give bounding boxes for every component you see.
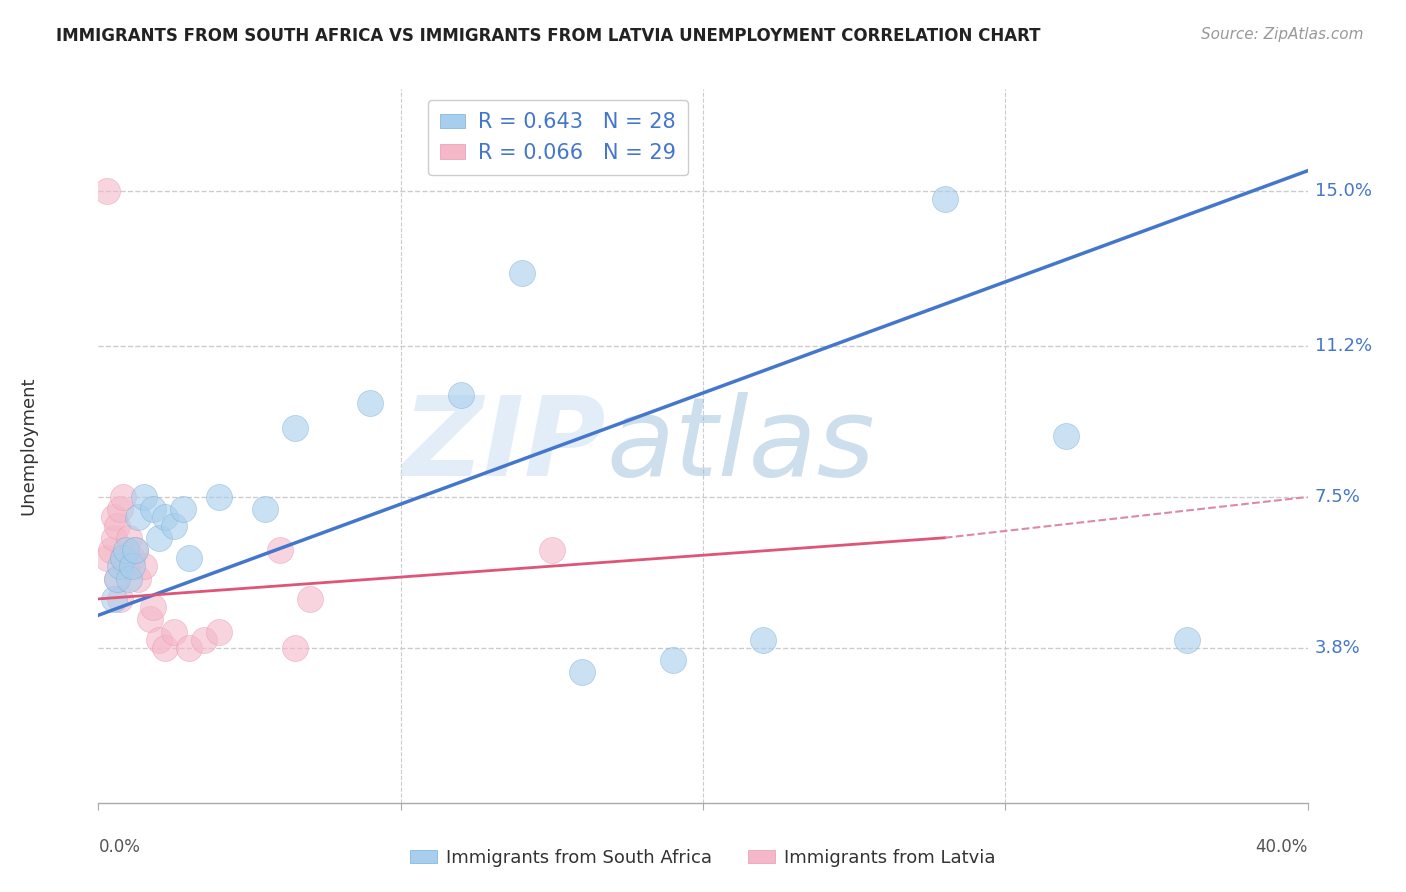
Point [121,551,143,566]
Point [172,502,194,516]
Text: atlas: atlas [606,392,875,500]
Point [1175,632,1198,647]
Point [132,490,155,504]
Point [1054,429,1077,443]
Point [105,518,128,533]
Point [108,502,131,516]
Legend: Immigrants from South Africa, Immigrants from Latvia: Immigrants from South Africa, Immigrants… [404,842,1002,874]
Point [360,396,382,410]
Point [510,266,533,280]
Point [105,572,128,586]
Point [661,653,683,667]
Point [540,543,562,558]
Point [163,624,186,639]
Point [105,572,128,586]
Point [124,543,146,558]
Point [111,490,134,504]
Point [177,640,201,655]
Point [148,632,170,647]
Point [163,518,186,533]
Point [100,543,122,558]
Point [177,551,201,566]
Text: IMMIGRANTS FROM SOUTH AFRICA VS IMMIGRANTS FROM LATVIA UNEMPLOYMENT CORRELATION : IMMIGRANTS FROM SOUTH AFRICA VS IMMIGRAN… [56,27,1040,45]
Point [269,543,291,558]
Point [111,551,134,566]
Point [132,559,155,574]
Text: ZIP: ZIP [402,392,606,500]
Point [571,665,593,680]
Point [118,531,141,545]
Text: 7.5%: 7.5% [1315,488,1361,506]
Point [121,559,143,574]
Point [934,192,956,206]
Point [96,184,118,198]
Point [142,502,165,516]
Point [139,612,162,626]
Point [103,531,125,545]
Point [114,543,136,558]
Point [108,591,131,606]
Point [103,591,125,606]
Text: 3.8%: 3.8% [1315,639,1361,657]
Point [208,624,231,639]
Point [284,640,307,655]
Point [153,510,176,524]
Point [124,543,146,558]
Text: 0.0%: 0.0% [98,838,141,856]
Point [103,510,125,524]
Text: 15.0%: 15.0% [1315,182,1372,200]
Point [193,632,215,647]
Point [108,559,131,574]
Point [253,502,276,516]
Legend: R = 0.643   N = 28, R = 0.066   N = 29: R = 0.643 N = 28, R = 0.066 N = 29 [427,100,688,175]
Point [450,388,472,402]
Text: 11.2%: 11.2% [1315,337,1372,355]
Point [127,572,149,586]
Text: Source: ZipAtlas.com: Source: ZipAtlas.com [1201,27,1364,42]
Point [142,600,165,615]
Point [111,551,134,566]
Point [752,632,775,647]
Point [127,510,149,524]
Text: 40.0%: 40.0% [1256,838,1308,856]
Point [284,420,307,434]
Point [208,490,231,504]
Point [118,572,141,586]
Point [153,640,176,655]
Point [114,559,136,574]
Point [299,591,322,606]
Point [96,551,118,566]
Point [148,531,170,545]
Text: Unemployment: Unemployment [20,376,37,516]
